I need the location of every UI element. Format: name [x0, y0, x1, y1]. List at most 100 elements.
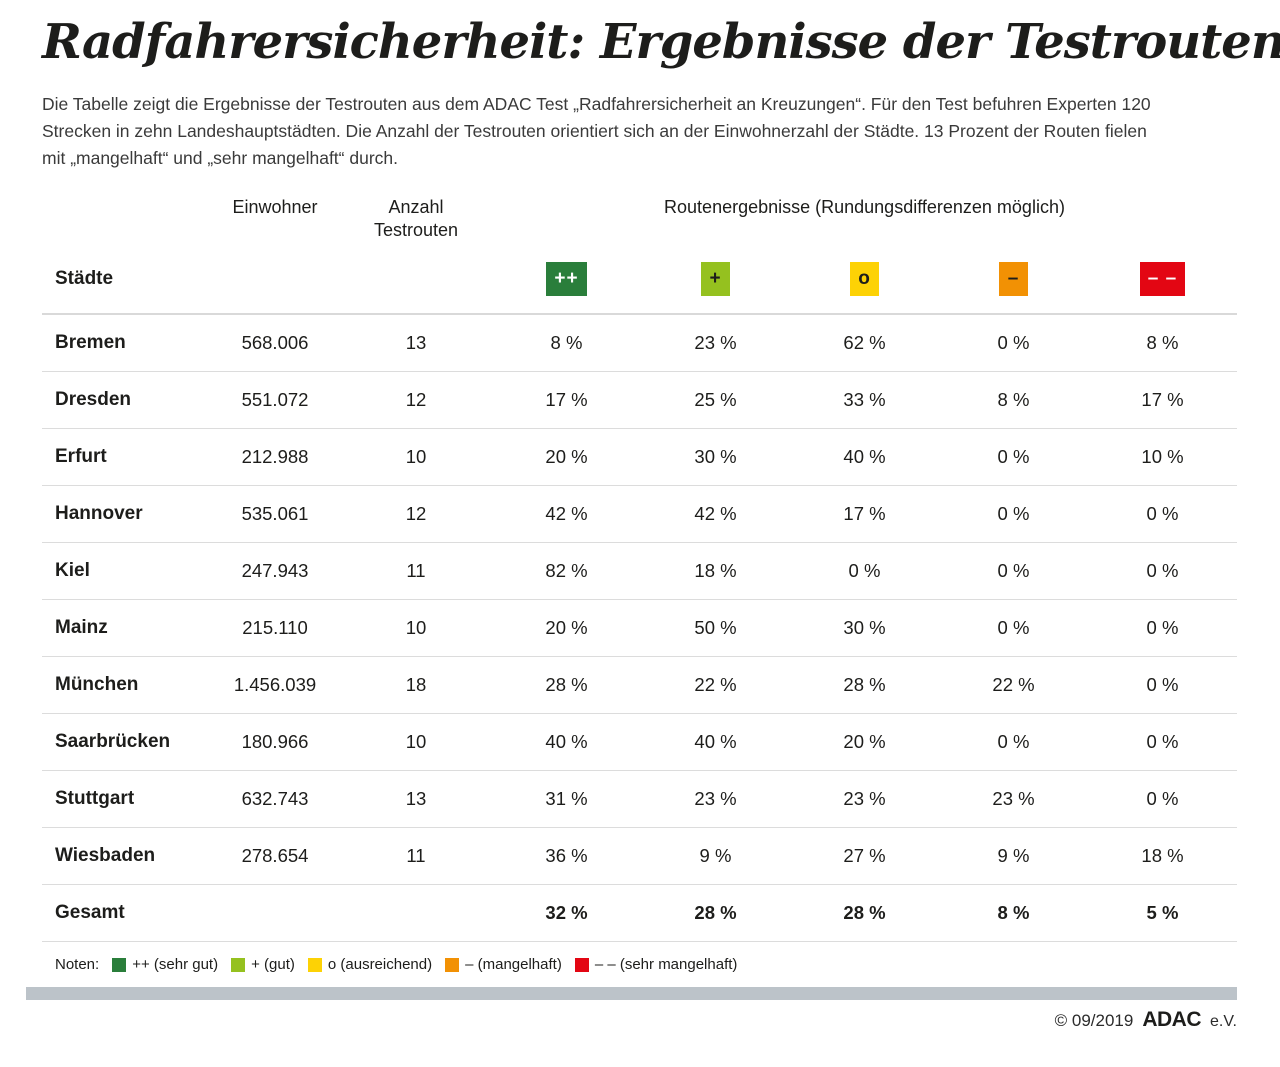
- population-value: 568.006: [241, 332, 309, 353]
- result-ausreichend: 28 %: [843, 674, 886, 695]
- city-name: Hannover: [55, 503, 143, 524]
- result-gut: 23 %: [694, 332, 737, 353]
- legend-swatch-gut: [231, 957, 246, 972]
- population-value: 535.061: [241, 503, 309, 524]
- table-row: Dresden 551.072 12 17 % 25 % 33 % 8 % 17…: [42, 372, 1237, 429]
- result-sehr-gut: 36 %: [545, 845, 588, 866]
- result-mangelhaft: 0 %: [997, 332, 1030, 353]
- legend-swatch-mangelhaft: [445, 957, 460, 972]
- result-sehr-gut: 8 %: [550, 332, 583, 353]
- population-value: 551.072: [241, 389, 309, 410]
- grade-badge-ausreichend: o: [850, 262, 879, 296]
- population-value: 212.988: [241, 446, 309, 467]
- grade-badge-sehr-gut: ++: [546, 262, 587, 296]
- result-ausreichend: 27 %: [843, 845, 886, 866]
- copyright-text: © 09/2019: [1054, 1011, 1134, 1030]
- result-gut: 40 %: [694, 731, 737, 752]
- result-mangelhaft: 9 %: [997, 845, 1030, 866]
- table-header-grades: Städte ++ + o – – –: [42, 245, 1237, 315]
- result-sehr-gut: 82 %: [545, 560, 588, 581]
- result-sehr-mangelhaft: 0 %: [1146, 731, 1179, 752]
- result-sehr-gut: 31 %: [545, 788, 588, 809]
- testroutes-count: 10: [405, 446, 427, 467]
- table-row: Stuttgart 632.743 13 31 % 23 % 23 % 23 %…: [42, 771, 1237, 828]
- legend: Noten: ++ (sehr gut) + (gut) o (ausreich…: [42, 956, 1237, 973]
- table-row: Mainz 215.110 10 20 % 50 % 30 % 0 % 0 %: [42, 600, 1237, 657]
- result-sehr-gut: 20 %: [545, 617, 588, 638]
- testroutes-count: 13: [405, 788, 427, 809]
- result-gut: 23 %: [694, 788, 737, 809]
- result-sehr-mangelhaft: 10 %: [1141, 446, 1184, 467]
- table-row: Hannover 535.061 12 42 % 42 % 17 % 0 % 0…: [42, 486, 1237, 543]
- result-sehr-mangelhaft: 5 %: [1146, 902, 1179, 923]
- legend-label-sehr-mangelhaft: – – (sehr mangelhaft): [594, 956, 738, 973]
- population-value: 632.743: [241, 788, 309, 809]
- result-ausreichend: 0 %: [848, 560, 881, 581]
- result-gut: 28 %: [694, 902, 737, 923]
- result-mangelhaft: 0 %: [997, 446, 1030, 467]
- result-mangelhaft: 23 %: [992, 788, 1035, 809]
- table-row: Wiesbaden 278.654 11 36 % 9 % 27 % 9 % 1…: [42, 828, 1237, 885]
- result-sehr-gut: 42 %: [545, 503, 588, 524]
- table-row: Saarbrücken 180.966 10 40 % 40 % 20 % 0 …: [42, 714, 1237, 771]
- population-value: 1.456.039: [233, 674, 317, 695]
- result-mangelhaft: 0 %: [997, 503, 1030, 524]
- result-mangelhaft: 0 %: [997, 560, 1030, 581]
- intro-line-2: Strecken in zehn Landeshauptstädten. Die…: [42, 121, 1147, 141]
- result-gut: 30 %: [694, 446, 737, 467]
- result-sehr-mangelhaft: 0 %: [1146, 560, 1179, 581]
- result-gut: 22 %: [694, 674, 737, 695]
- city-name: Bremen: [55, 332, 126, 353]
- divider-bar: [26, 987, 1237, 1000]
- grade-badge-gut: +: [701, 262, 730, 296]
- legend-item-sehr-mangelhaft: – – (sehr mangelhaft): [574, 956, 738, 973]
- legend-label-gut: + (gut): [251, 956, 295, 973]
- result-gut: 42 %: [694, 503, 737, 524]
- intro-line-1: Die Tabelle zeigt die Ergebnisse der Tes…: [42, 94, 1151, 114]
- result-sehr-mangelhaft: 17 %: [1141, 389, 1184, 410]
- col-header-staedte: Städte: [55, 268, 114, 289]
- result-mangelhaft: 8 %: [997, 389, 1030, 410]
- table-row: Bremen 568.006 13 8 % 23 % 62 % 0 % 8 %: [42, 315, 1237, 372]
- col-header-einwohner: Einwohner: [232, 197, 318, 217]
- city-name: Gesamt: [55, 902, 125, 923]
- result-gut: 50 %: [694, 617, 737, 638]
- legend-item-ausreichend: o (ausreichend): [307, 956, 433, 973]
- legend-item-gut: + (gut): [231, 956, 295, 973]
- footer: © 09/2019 ADAC e.V.: [1055, 1008, 1237, 1032]
- result-sehr-gut: 40 %: [545, 731, 588, 752]
- result-gut: 9 %: [699, 845, 732, 866]
- testroutes-count: 10: [405, 731, 427, 752]
- result-mangelhaft: 8 %: [997, 902, 1030, 923]
- col-header-anzahl-testrouten: Anzahl Testrouten: [373, 197, 459, 240]
- result-mangelhaft: 0 %: [997, 617, 1030, 638]
- table-header-top: Einwohner Anzahl Testrouten Routenergebn…: [42, 190, 1237, 245]
- result-ausreichend: 17 %: [843, 503, 886, 524]
- result-gut: 25 %: [694, 389, 737, 410]
- legend-label-ausreichend: o (ausreichend): [327, 956, 433, 973]
- result-mangelhaft: 22 %: [992, 674, 1035, 695]
- testroutes-count: 11: [406, 560, 426, 581]
- result-sehr-gut: 20 %: [545, 446, 588, 467]
- intro-text: Die Tabelle zeigt die Ergebnisse der Tes…: [42, 91, 1237, 172]
- legend-item-mangelhaft: – (mangelhaft): [445, 956, 562, 973]
- col-header-routenergebnisse: Routenergebnisse (Rundungsdifferenzen mö…: [664, 197, 1065, 217]
- legend-label-sehr-gut: ++ (sehr gut): [132, 956, 219, 973]
- result-ausreichend: 62 %: [843, 332, 886, 353]
- table-row: Gesamt 32 % 28 % 28 % 8 % 5 %: [42, 885, 1237, 942]
- city-name: Saarbrücken: [55, 731, 171, 752]
- result-ausreichend: 20 %: [843, 731, 886, 752]
- footer-suffix: e.V.: [1210, 1013, 1237, 1030]
- testroutes-count: 12: [405, 389, 427, 410]
- result-ausreichend: 30 %: [843, 617, 886, 638]
- legend-swatch-sehr-gut: [112, 957, 127, 972]
- result-sehr-mangelhaft: 8 %: [1146, 332, 1179, 353]
- result-sehr-mangelhaft: 0 %: [1146, 617, 1179, 638]
- result-sehr-mangelhaft: 0 %: [1146, 674, 1179, 695]
- result-sehr-mangelhaft: 0 %: [1146, 788, 1179, 809]
- result-sehr-mangelhaft: 18 %: [1141, 845, 1184, 866]
- result-sehr-gut: 32 %: [545, 902, 588, 923]
- adac-logo: ADAC: [1142, 1008, 1201, 1031]
- grade-badge-sehr-mangelhaft: – –: [1139, 262, 1186, 296]
- table-body: Bremen 568.006 13 8 % 23 % 62 % 0 % 8 % …: [42, 315, 1237, 942]
